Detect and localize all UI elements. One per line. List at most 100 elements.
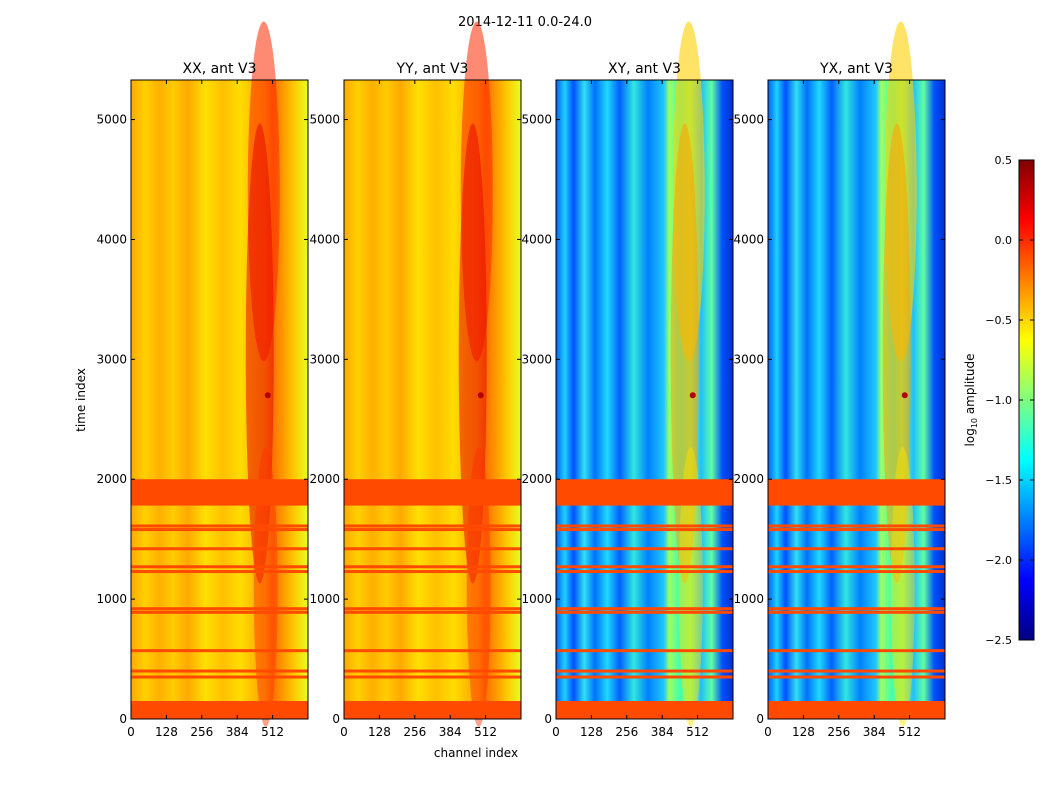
figure-suptitle: 2014-12-11 0.0-24.0 xyxy=(458,15,592,30)
flag-line-1 xyxy=(556,675,733,679)
panel-title: YY, ant V3 xyxy=(396,61,469,77)
y-tick-label: 2000 xyxy=(96,472,127,486)
y-tick-label: 4000 xyxy=(309,232,340,246)
x-tick-label: 128 xyxy=(368,725,391,739)
colorbar-tick-label: −0.5 xyxy=(985,314,1012,327)
flag-line-4 xyxy=(556,610,733,614)
flag-block-1 xyxy=(556,479,733,506)
flag-line-4 xyxy=(344,610,521,614)
feature-ridge-middle xyxy=(458,123,487,584)
x-tick-label: 384 xyxy=(863,725,886,739)
panel-frame xyxy=(130,79,309,720)
flag-line-9 xyxy=(768,528,945,532)
colorbar-tick-label: −1.5 xyxy=(985,474,1012,487)
y-tick-label: 0 xyxy=(332,712,340,726)
flag-block-1 xyxy=(768,479,945,506)
x-tick-label: 512 xyxy=(898,725,921,739)
feature-ridge-middle xyxy=(670,123,699,584)
flag-block-2 xyxy=(131,701,308,719)
flag-line-3 xyxy=(556,649,733,653)
y-tick-label: 5000 xyxy=(733,113,764,127)
panel-1: XX, ant V3 0 128 256 384 512 0 1000 2000 3000 4000… xyxy=(96,21,309,739)
x-tick-label: 512 xyxy=(686,725,709,739)
colorbar-tick-label: −1.0 xyxy=(985,394,1012,407)
flag-line-6 xyxy=(344,570,521,574)
y-tick-label: 2000 xyxy=(733,472,764,486)
y-tick-label: 1000 xyxy=(733,592,764,606)
panel-title: XY, ant V3 xyxy=(608,61,681,77)
x-tick-label: 0 xyxy=(764,725,772,739)
flag-line-10 xyxy=(131,524,308,528)
colorbar-tick-label: −2.0 xyxy=(985,554,1012,567)
flag-line-4 xyxy=(131,610,308,614)
panel-4: YX, ant V3 0 128 256 384 512 0 1000 2000 3000 4000… xyxy=(733,21,946,739)
colorbar: 0.5 0.0 −0.5 −1.0 −1.5 −2.0 −2.5 log10 amplitu… xyxy=(963,154,1035,647)
x-tick-label: 512 xyxy=(474,725,497,739)
flag-line-8 xyxy=(344,547,521,551)
flag-line-1 xyxy=(768,675,945,679)
heatmap-background xyxy=(131,80,308,719)
flag-line-3 xyxy=(131,649,308,653)
x-tick-label: 512 xyxy=(261,725,284,739)
flag-line-5 xyxy=(344,607,521,611)
hot-spot xyxy=(901,392,908,399)
flag-line-6 xyxy=(768,570,945,574)
x-tick-label: 384 xyxy=(439,725,462,739)
flag-line-7 xyxy=(344,565,521,569)
feature-ridge-lower xyxy=(890,447,915,728)
x-tick-label: 128 xyxy=(155,725,178,739)
flag-line-5 xyxy=(131,607,308,611)
x-tick-label: 384 xyxy=(651,725,674,739)
panel-title: YX, ant V3 xyxy=(819,61,893,77)
flag-line-10 xyxy=(344,524,521,528)
colorbar-label-base: log xyxy=(963,428,977,446)
feature-ridge-lower xyxy=(678,447,703,728)
x-axis-label: channel index xyxy=(434,746,518,760)
y-tick-label: 5000 xyxy=(309,113,340,127)
flag-line-1 xyxy=(131,675,308,679)
y-tick-label: 0 xyxy=(544,712,552,726)
panel-2: YY, ant V3 0 128 256 384 512 0 1000 2000 3000 4000… xyxy=(309,21,522,739)
panels: XX, ant V3 0 128 256 384 512 0 1000 2000 3000 4000… xyxy=(96,21,946,739)
flag-line-3 xyxy=(768,649,945,653)
y-tick-label: 4000 xyxy=(96,232,127,246)
flag-line-9 xyxy=(556,528,733,532)
heatmap-background xyxy=(344,80,521,719)
x-tick-label: 256 xyxy=(403,725,426,739)
y-tick-label: 4000 xyxy=(733,232,764,246)
x-tick-label: 256 xyxy=(190,725,213,739)
y-tick-label: 1000 xyxy=(521,592,552,606)
flag-line-4 xyxy=(768,610,945,614)
x-tick-label: 0 xyxy=(127,725,135,739)
flag-block-2 xyxy=(556,701,733,719)
flag-line-5 xyxy=(556,607,733,611)
heatmap-background xyxy=(768,80,945,719)
y-tick-label: 1000 xyxy=(309,592,340,606)
flag-block-2 xyxy=(344,701,521,719)
hot-spot xyxy=(264,392,271,399)
flag-line-9 xyxy=(131,528,308,532)
flag-line-7 xyxy=(556,565,733,569)
colorbar-tick-label: −2.5 xyxy=(985,634,1012,647)
y-tick-label: 5000 xyxy=(521,113,552,127)
flag-line-10 xyxy=(768,524,945,528)
flag-line-2 xyxy=(344,669,521,673)
colorbar-label: log10 amplitude xyxy=(963,354,979,447)
panel-title: XX, ant V3 xyxy=(183,61,257,77)
flag-line-8 xyxy=(556,547,733,551)
flag-line-7 xyxy=(131,565,308,569)
hot-spot xyxy=(477,392,484,399)
colorbar-label-sub: 10 xyxy=(970,418,979,428)
y-tick-label: 3000 xyxy=(96,352,127,366)
colorbar-label-rest: amplitude xyxy=(963,354,977,418)
flag-line-2 xyxy=(131,669,308,673)
flag-block-1 xyxy=(131,479,308,506)
panel-frame xyxy=(767,79,946,720)
feature-ridge-lower xyxy=(466,447,491,728)
flag-line-2 xyxy=(768,669,945,673)
panel-frame xyxy=(555,79,734,720)
y-axis-label: time index xyxy=(74,368,88,432)
y-tick-label: 4000 xyxy=(521,232,552,246)
y-tick-label: 5000 xyxy=(96,113,127,127)
